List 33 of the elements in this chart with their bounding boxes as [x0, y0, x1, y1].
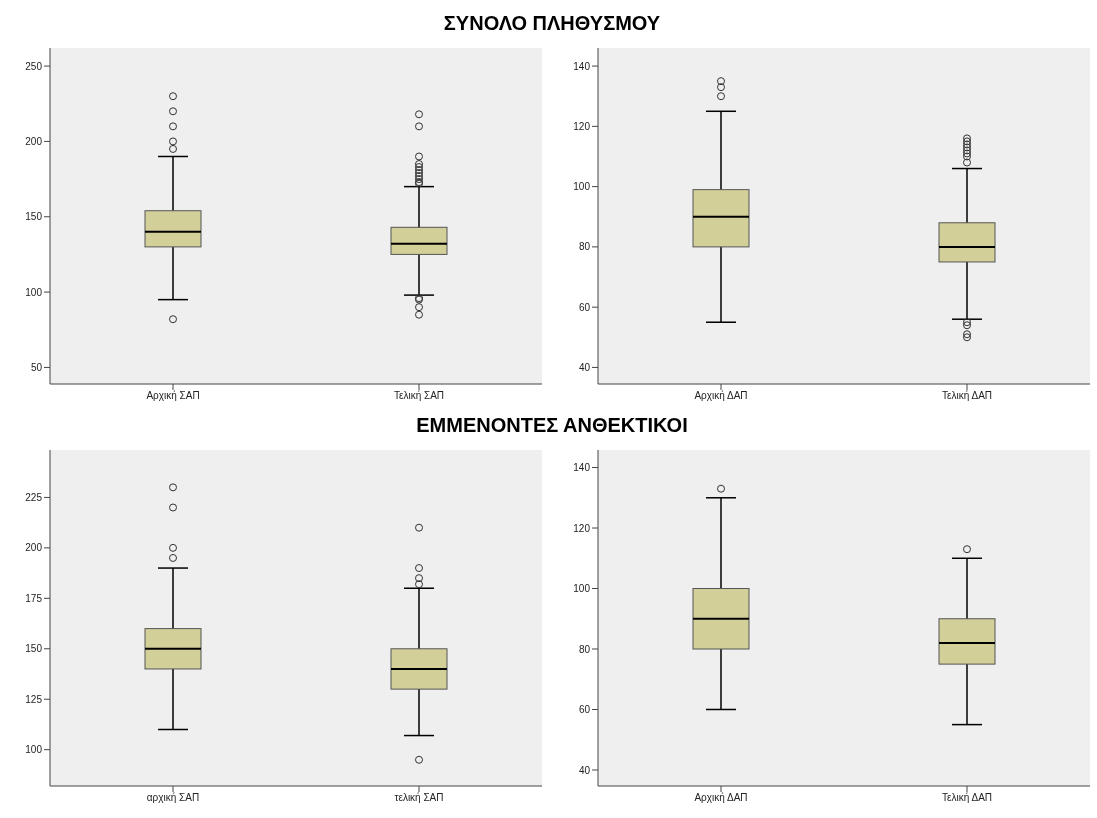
y-tick-label: 50 — [30, 361, 43, 373]
x-tick-label: αρχική ΣΑΠ — [146, 792, 200, 804]
x-tick-label: τελική ΣΑΠ — [394, 792, 444, 804]
y-tick-label: 100 — [25, 286, 43, 298]
y-tick-label: 200 — [25, 135, 43, 147]
x-tick-label: Αρχική ΔΑΠ — [694, 390, 748, 402]
y-tick-label: 150 — [25, 211, 43, 223]
chart-title: ΣΥΝΟΛΟ ΠΛΗΘΥΣΜΟΥ — [443, 12, 661, 34]
y-tick-label: 175 — [25, 592, 43, 604]
y-tick-label: 60 — [578, 704, 591, 716]
x-tick-label: Τελική ΔΑΠ — [941, 792, 993, 804]
y-tick-label: 80 — [578, 241, 591, 253]
chart-title: ΕΜΜΕΝΟΝΤΕΣ ΑΝΘΕΚΤΙΚΟΙ — [416, 414, 688, 436]
y-tick-label: 40 — [578, 764, 591, 776]
y-tick-label: 140 — [573, 462, 591, 474]
y-tick-label: 125 — [25, 693, 43, 705]
y-tick-label: 100 — [573, 181, 591, 193]
x-tick-label: Αρχική ΣΑΠ — [146, 390, 200, 402]
y-tick-label: 80 — [578, 643, 591, 655]
y-tick-label: 40 — [578, 361, 591, 373]
y-tick-label: 120 — [573, 522, 591, 534]
y-tick-label: 200 — [25, 542, 43, 554]
y-tick-label: 150 — [25, 643, 43, 655]
y-tick-label: 60 — [578, 301, 591, 313]
y-tick-label: 120 — [573, 120, 591, 132]
x-tick-label: Τελική ΔΑΠ — [941, 390, 993, 402]
y-tick-label: 225 — [25, 491, 43, 503]
x-tick-label: Αρχική ΔΑΠ — [694, 792, 748, 804]
y-tick-label: 100 — [573, 583, 591, 595]
y-tick-label: 100 — [25, 744, 43, 756]
x-tick-label: Τελική ΣΑΠ — [393, 390, 445, 402]
y-tick-label: 140 — [573, 60, 591, 72]
y-tick-label: 250 — [25, 60, 43, 72]
